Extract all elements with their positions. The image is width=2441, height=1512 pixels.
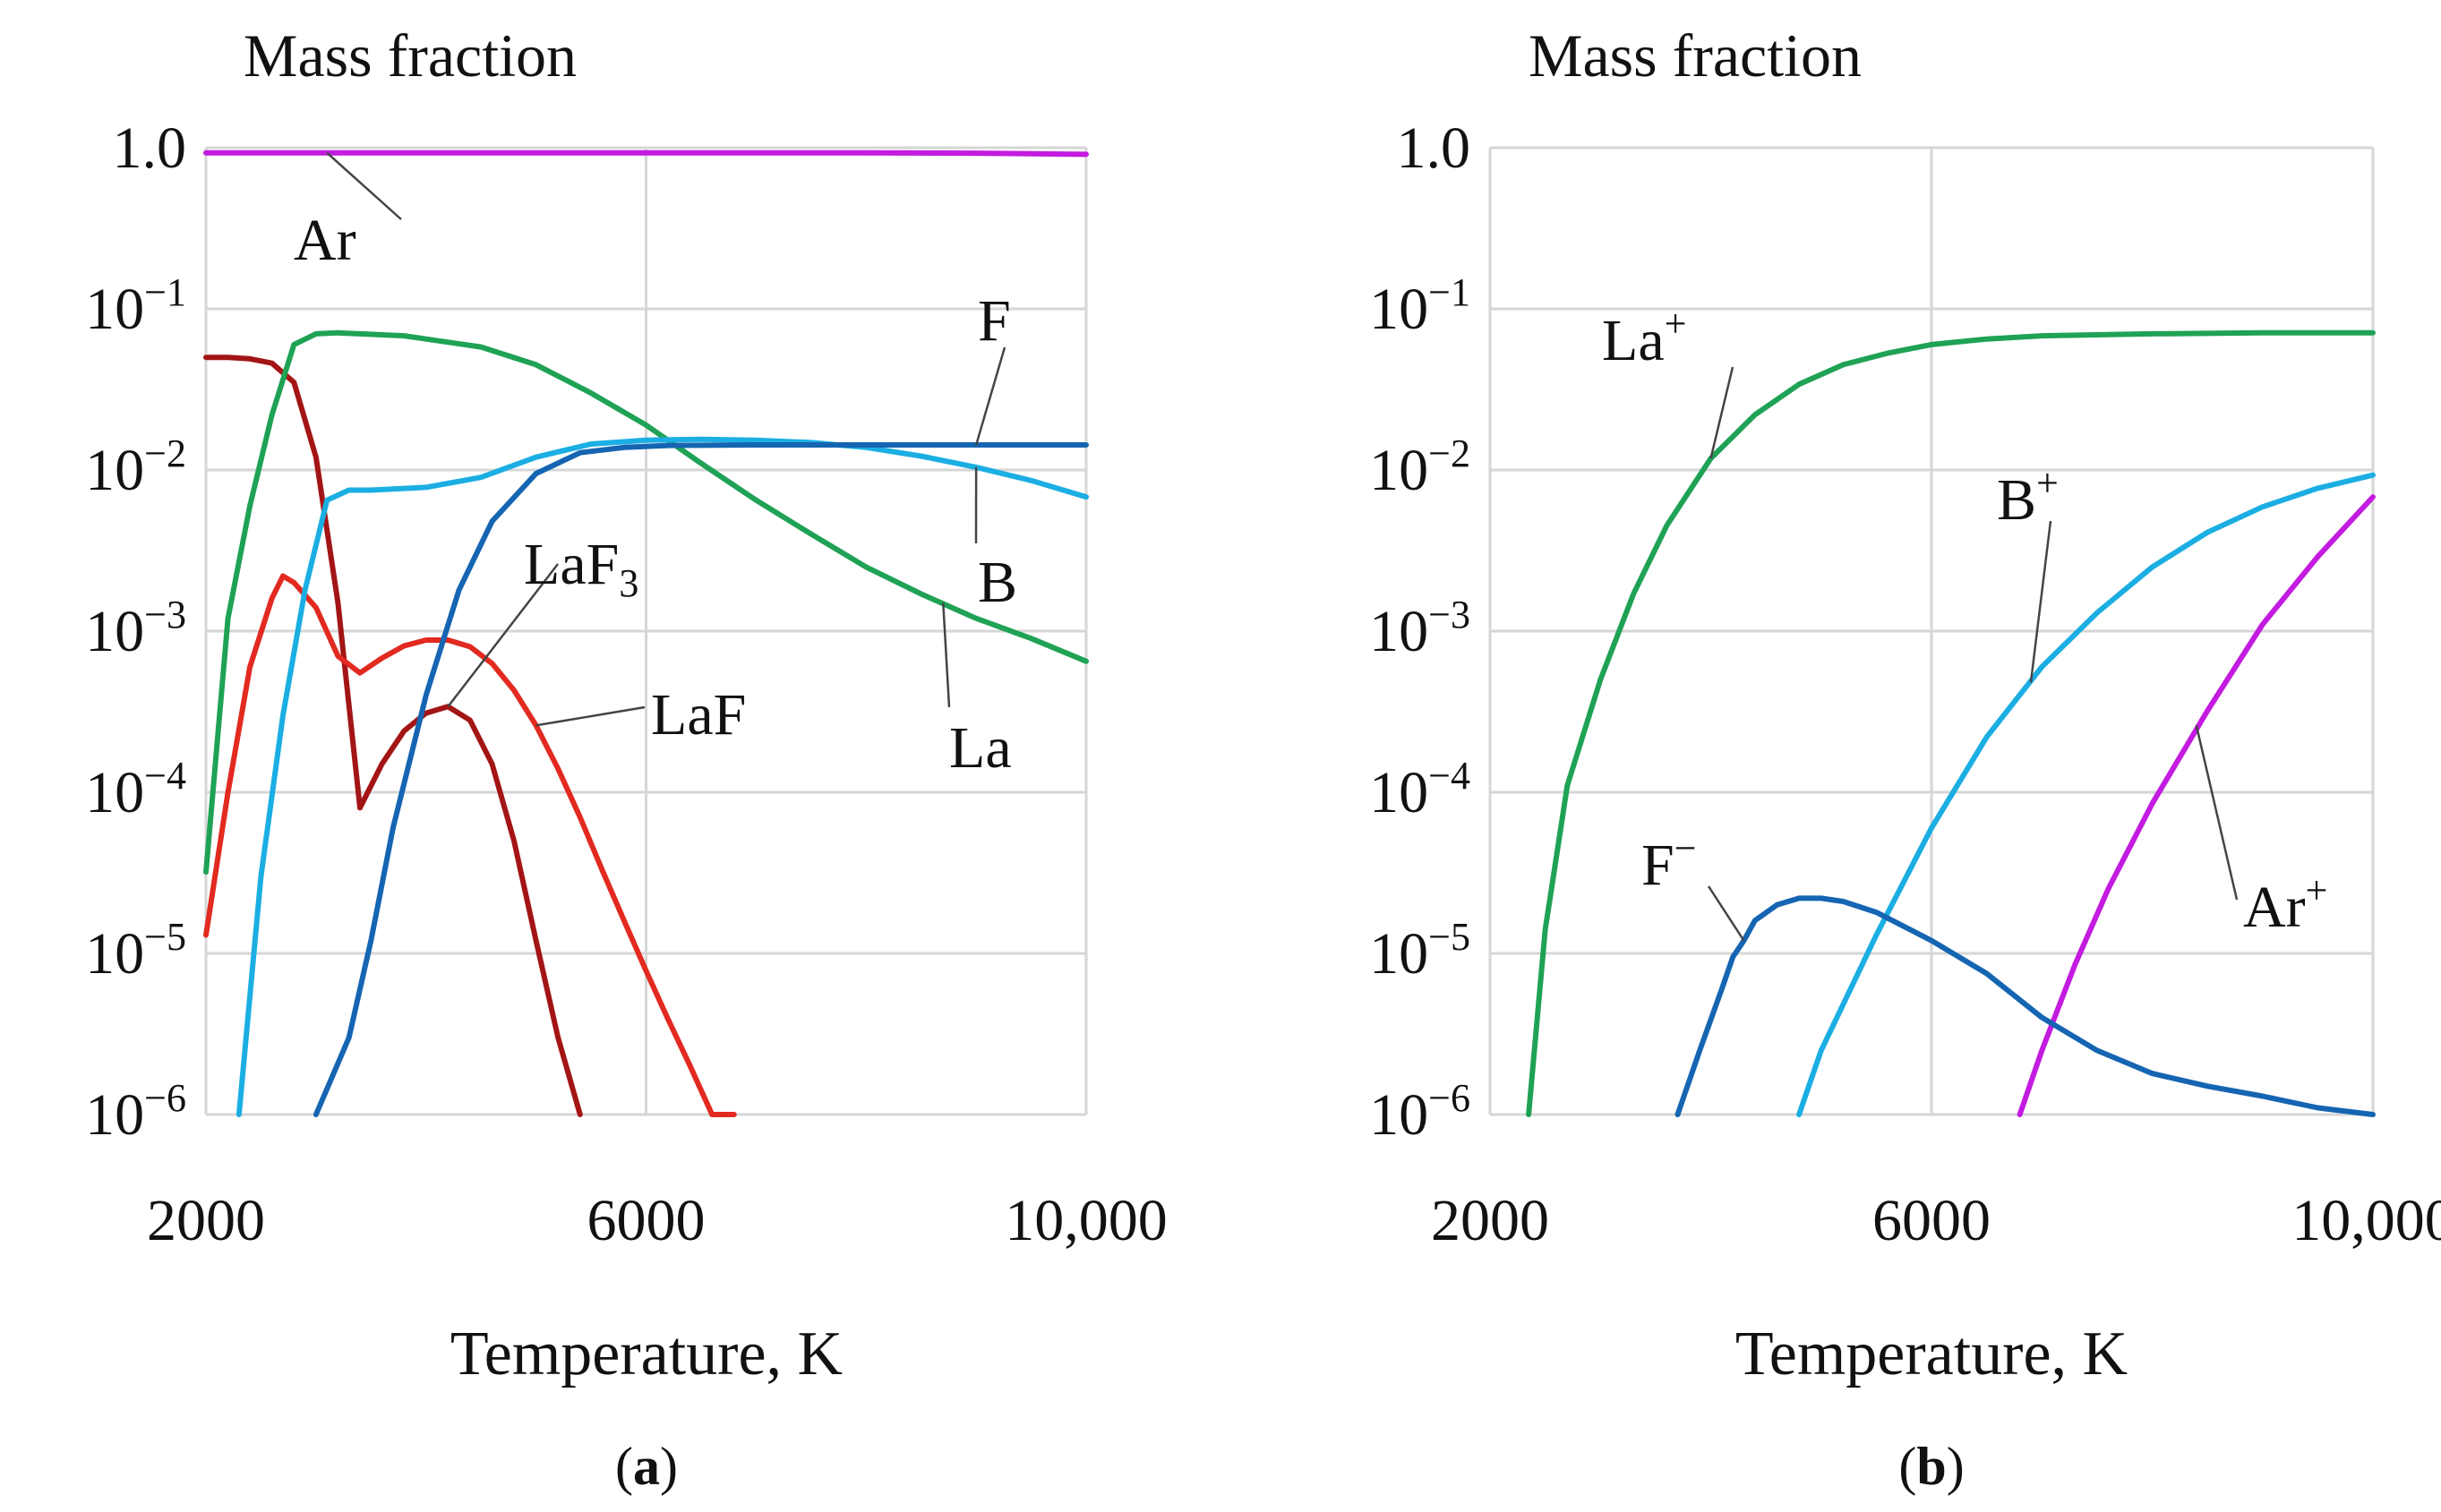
x-tick-label: 2000 xyxy=(1431,1188,1549,1253)
chart-b: Mass fraction 10−6 10−5 10−4 10−3 10−2 10−1 1.… xyxy=(1369,21,2441,1496)
y-tick-label: 10−6 xyxy=(1369,1076,1470,1148)
series-label-b-plus: B+ xyxy=(1997,461,2059,533)
x-tick-label: 6000 xyxy=(1872,1188,1991,1253)
series-line-la-plus xyxy=(1526,329,2376,1117)
chart-a: Mass fraction 10−6 10−5 10−4 10−3 10−2 10−1 1.… xyxy=(85,21,1168,1496)
series-label-f: F xyxy=(978,288,1011,354)
y-tick-label: 10−1 xyxy=(85,270,186,342)
y-tick-label: 10−2 xyxy=(85,431,186,503)
chart-a-y-tick-labels: 10−6 10−5 10−4 10−3 10−2 10−1 1.0 xyxy=(85,115,186,1148)
series-line-la xyxy=(203,329,1089,876)
chart-a-y-axis-title: Mass fraction xyxy=(244,21,577,90)
chart-a-grid xyxy=(204,146,1088,1116)
series-label-la-plus: La+ xyxy=(1602,302,1686,373)
series-label-laf: LaF xyxy=(651,682,746,747)
leader-line-ar-plus xyxy=(2195,725,2239,901)
series-label-ar: Ar xyxy=(294,208,356,273)
leader-line-laf xyxy=(535,705,646,727)
panel-caption-a: (a) xyxy=(615,1437,678,1496)
y-tick-label: 10−6 xyxy=(85,1076,186,1148)
series-label-laf3: LaF3 xyxy=(524,532,638,605)
chart-a-leaders xyxy=(326,151,1006,727)
chart-b-y-tick-labels: 10−6 10−5 10−4 10−3 10−2 10−1 1.0 xyxy=(1369,115,1470,1148)
series-line-f xyxy=(1674,895,2376,1117)
leader-line-f xyxy=(1707,885,1745,942)
leader-line-laf3 xyxy=(447,563,559,708)
chart-a-x-tick-labels: 2000 6000 10,000 xyxy=(147,1188,1168,1253)
leader-line-la-plus xyxy=(1709,366,1734,459)
leader-line-ar xyxy=(326,151,402,220)
y-tick-label: 1.0 xyxy=(1397,115,1471,181)
leader-line-la xyxy=(942,602,951,708)
series-line-b xyxy=(236,436,1089,1117)
leader-line-f xyxy=(974,346,1006,446)
y-tick-label: 10−1 xyxy=(1369,270,1470,342)
x-tick-label: 10,000 xyxy=(1005,1188,1168,1253)
series-label-b: B xyxy=(978,550,1017,615)
x-tick-label: 2000 xyxy=(147,1188,265,1253)
y-tick-label: 10−4 xyxy=(1369,754,1470,825)
chart-b-y-axis-title: Mass fraction xyxy=(1529,21,1862,90)
series-label-la: La xyxy=(949,715,1012,781)
y-tick-label: 10−2 xyxy=(1369,431,1470,503)
panel-caption-b: (b) xyxy=(1898,1437,1964,1496)
chart-a-series xyxy=(203,149,1089,1117)
series-line-b-plus xyxy=(1796,472,2376,1117)
chart-a-x-axis-title: Temperature, K xyxy=(450,1320,843,1388)
chart-b-leaders xyxy=(1707,366,2239,942)
chart-b-grid xyxy=(1488,146,2375,1116)
x-tick-label: 6000 xyxy=(587,1188,706,1253)
y-tick-label: 10−5 xyxy=(85,915,186,987)
y-tick-label: 10−3 xyxy=(1369,593,1470,664)
y-tick-label: 10−5 xyxy=(1369,915,1470,987)
series-line-ar-plus xyxy=(2017,494,2376,1117)
leader-line-b-plus xyxy=(2029,520,2052,683)
series-label-ar-plus: Ar+ xyxy=(2243,868,2327,940)
chart-b-x-axis-title: Temperature, K xyxy=(1735,1320,2128,1388)
chart-b-x-tick-labels: 2000 6000 10,000 xyxy=(1431,1188,2441,1253)
y-tick-label: 10−4 xyxy=(85,754,186,825)
chart-b-series xyxy=(1526,329,2376,1117)
x-tick-label: 10,000 xyxy=(2291,1188,2441,1253)
series-label-f-minus: F− xyxy=(1641,826,1697,898)
series-line-ar xyxy=(203,149,1089,158)
series-line-f xyxy=(313,442,1089,1117)
series-line-laf3 xyxy=(203,355,583,1117)
series-line-laf xyxy=(203,573,737,1117)
y-tick-label: 10−3 xyxy=(85,593,186,664)
y-tick-label: 1.0 xyxy=(113,115,187,181)
